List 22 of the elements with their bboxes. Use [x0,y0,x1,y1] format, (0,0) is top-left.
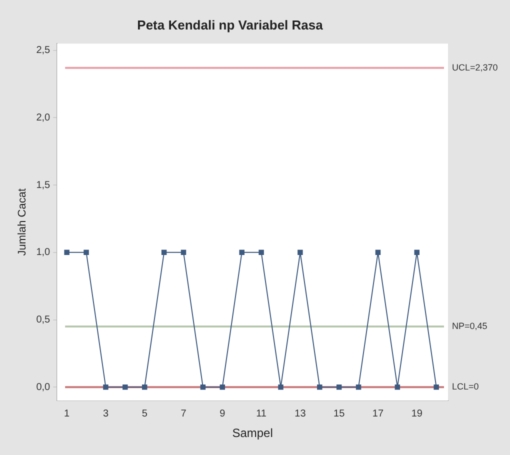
y-axis-title: Jumlah Cacat [16,188,29,256]
ref-line-label: LCL=0 [452,382,479,392]
x-tick-label: 5 [142,408,148,420]
y-tick-label: 2,0 [36,112,51,124]
y-tick-label: 1,5 [36,180,51,191]
x-axis-title: Sampel [232,426,273,440]
y-tick-label: 2,5 [36,45,51,56]
x-tick-label: 15 [334,408,346,420]
y-tick-label: 0,0 [36,382,51,393]
x-tick-label: 3 [102,408,109,420]
x-tick-label: 17 [372,408,384,420]
x-tick-label: 11 [256,408,267,420]
y-tick-label: 1,0 [36,247,51,258]
y-tick-label: 0,5 [36,314,51,326]
x-tick-label: 7 [180,408,187,420]
x-tick-label: 13 [294,408,306,420]
x-tick-label: 19 [411,408,423,420]
chart-title: Peta Kendali np Variabel Rasa [137,17,324,32]
ref-line-label: UCL=2,370 [452,62,498,72]
ref-line-label: NP=0,45 [452,320,488,331]
x-tick-label: 9 [220,408,226,420]
x-tick-label: 1 [64,408,70,420]
